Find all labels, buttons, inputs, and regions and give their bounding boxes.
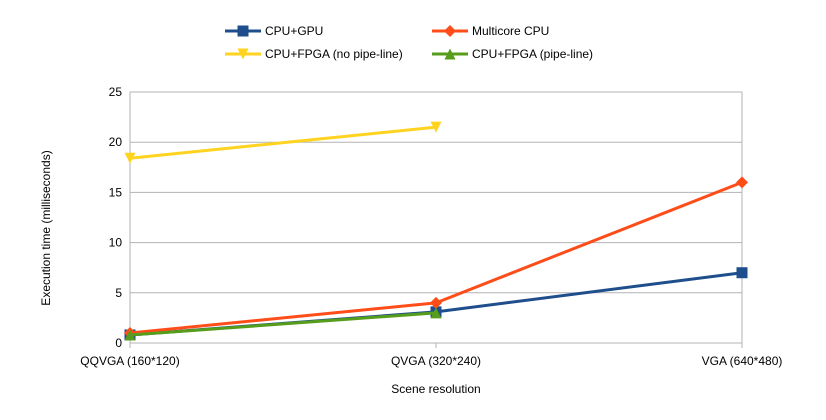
legend-marker (237, 48, 249, 60)
legend-label: CPU+FPGA (no pipe-line) (265, 47, 403, 61)
legend-marker (237, 25, 249, 37)
data-point-cpu-gpu (736, 267, 748, 279)
series-cpu-fpga-no-pipeline (124, 121, 442, 164)
y-tick-label: 0 (115, 336, 122, 350)
y-tick-label: 10 (109, 236, 123, 250)
legend-marker (444, 25, 456, 37)
series-cpu-fpga-pipeline (124, 307, 442, 341)
x-tick-labels: QQVGA (160*120) QVGA (320*240) VGA (640*48… (80, 354, 782, 368)
x-tick-label: VGA (640*480) (702, 354, 783, 368)
legend-marker (444, 48, 456, 60)
legend-entry-cpu-fpga-pipeline: CPU+FPGA (pipe-line) (432, 47, 593, 61)
data-point-multicore-cpu (430, 296, 442, 309)
data-point-cpu-fpga-pipeline (430, 307, 442, 319)
y-tick-label: 15 (109, 185, 123, 199)
series-line-cpu-fpga-pipeline (129, 311, 437, 337)
y-tick-labels: 0 5 10 15 20 25 (109, 85, 123, 350)
y-tick-label: 20 (109, 135, 123, 149)
legend-entry-cpu-fpga-no-pipeline: CPU+FPGA (no pipe-line) (225, 47, 403, 61)
data-point-cpu-fpga-no-pipeline (430, 121, 442, 133)
y-tick-label: 25 (109, 85, 123, 99)
y-tick-label: 5 (115, 286, 122, 300)
y-axis-label: Execution time (milliseconds) (39, 150, 53, 305)
legend: CPU+GPU Multicore CPU CPU+FPGA (no pipe-li… (225, 24, 593, 61)
legend-entry-cpu-gpu: CPU+GPU (225, 24, 323, 38)
x-axis-label: Scene resolution (391, 382, 480, 396)
legend-label: Multicore CPU (472, 24, 549, 38)
legend-entry-multicore-cpu: Multicore CPU (432, 24, 549, 38)
data-point-cpu-fpga-no-pipeline (124, 152, 136, 164)
legend-label: CPU+GPU (265, 24, 323, 38)
legend-label: CPU+FPGA (pipe-line) (472, 47, 593, 61)
series-line-cpu-fpga-no-pipeline (129, 125, 437, 160)
data-point-cpu-fpga-pipeline (124, 329, 136, 341)
x-tick-label: QVGA (320*240) (391, 354, 481, 368)
x-tick-label: QQVGA (160*120) (80, 354, 179, 368)
axes (129, 91, 743, 348)
data-point-multicore-cpu (736, 176, 748, 189)
series-group (124, 121, 748, 341)
